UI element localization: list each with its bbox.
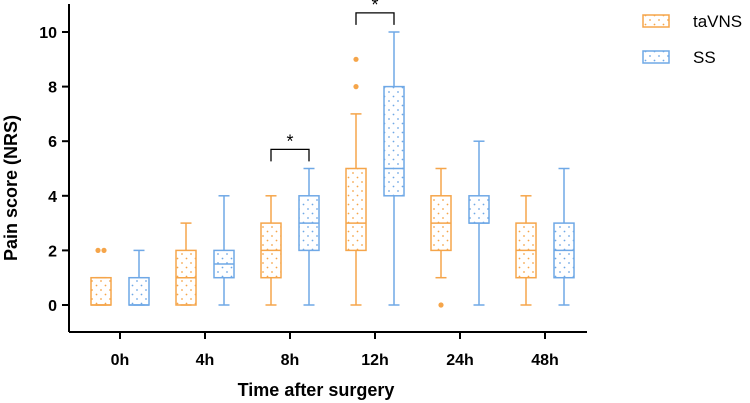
box-SS-12h xyxy=(383,31,405,306)
box-taVNS-24h xyxy=(430,167,452,308)
outlier-point xyxy=(101,247,107,253)
box-taVNS-4h xyxy=(175,222,197,306)
legend-swatch xyxy=(642,14,670,28)
box-iqr xyxy=(468,195,490,224)
significance-marker: * xyxy=(286,131,293,151)
box-taVNS-0h xyxy=(90,247,112,306)
box-iqr xyxy=(90,276,112,306)
y-tick-label: 0 xyxy=(48,298,57,315)
box-taVNS-8h xyxy=(260,195,282,306)
box-SS-48h xyxy=(553,167,575,306)
x-tick-label: 12h xyxy=(361,352,389,369)
legend-label: SS xyxy=(693,48,716,67)
y-tick-label: 6 xyxy=(48,134,57,151)
y-tick-label: 4 xyxy=(48,189,57,206)
bracket-line xyxy=(270,148,310,162)
legend-item-SS: SS xyxy=(642,48,716,67)
x-tick-label: 4h xyxy=(196,352,215,369)
significance-bracket: * xyxy=(355,0,395,25)
x-tick-label: 48h xyxy=(531,352,559,369)
box-SS-4h xyxy=(213,195,235,306)
box-iqr xyxy=(383,85,405,197)
y-tick-label: 10 xyxy=(39,25,57,42)
y-axis-label: Pain score (NRS) xyxy=(1,115,21,261)
box-SS-8h xyxy=(298,167,320,306)
x-tick-label: 24h xyxy=(446,352,474,369)
x-tick-label: 0h xyxy=(111,352,130,369)
x-axis-label: Time after surgery xyxy=(238,380,395,400)
box-iqr xyxy=(345,167,367,252)
legend-label: taVNS xyxy=(693,12,742,31)
significance-marker: * xyxy=(371,0,378,15)
x-tick-label: 8h xyxy=(281,352,300,369)
box-SS-0h xyxy=(128,249,150,306)
outlier-point xyxy=(438,302,444,308)
box-iqr xyxy=(128,276,150,306)
box-taVNS-12h xyxy=(345,56,367,306)
significance-bracket: * xyxy=(270,131,310,162)
outlier-point xyxy=(353,84,359,90)
legend-swatch xyxy=(642,50,670,64)
legend-item-taVNS: taVNS xyxy=(642,12,742,31)
box-SS-24h xyxy=(468,140,490,306)
x-axis: 0h 4h 8h 12h 24h 48h xyxy=(69,331,587,369)
box-taVNS-48h xyxy=(515,195,537,306)
outlier-point xyxy=(95,247,101,253)
bracket-line xyxy=(355,12,395,25)
y-tick-label: 8 xyxy=(48,80,57,97)
y-tick-label: 2 xyxy=(48,243,57,260)
outlier-point xyxy=(353,56,359,62)
legend: taVNS SS xyxy=(642,12,742,67)
y-axis: 0 2 4 6 8 10 xyxy=(39,4,70,332)
plot-area: ** xyxy=(90,0,575,308)
